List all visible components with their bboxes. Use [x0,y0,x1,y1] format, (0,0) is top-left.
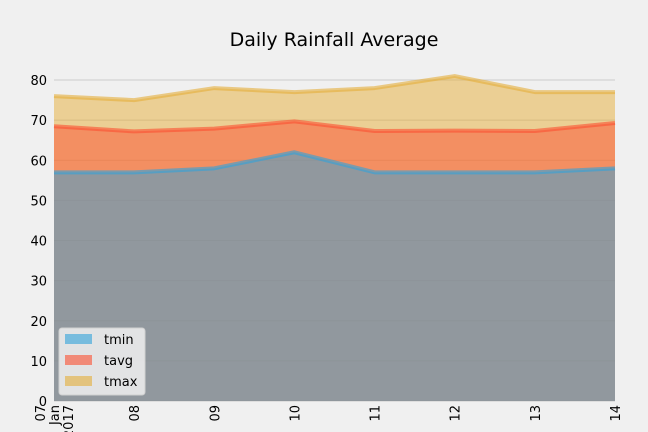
x-tick-label-line: 09 [208,405,223,422]
x-tick-label-13: 13 [529,405,544,422]
y-tick-label-0: 0 [39,395,47,410]
y-tick-label-10: 10 [30,355,47,370]
legend-swatch-tmax [65,376,92,386]
x-tick-label-line: 10 [288,405,303,422]
legend-swatch-tmin [65,334,92,344]
x-tick-label-11: 11 [369,405,384,422]
x-axis-ticks: 07 Jan 2017 08 09 10 11 12 13 14 [34,405,624,432]
x-tick-label-09: 09 [208,405,223,422]
x-tick-label-line: Jan [48,405,63,426]
x-tick-label-10: 10 [288,405,303,422]
y-tick-label-50: 50 [30,194,47,209]
legend-label-tmin: tmin [104,333,134,348]
legend: tmin tavg tmax [58,327,146,396]
x-tick-label-line: 11 [369,405,384,422]
x-tick-label-line: 2017 [62,405,77,432]
line-tavg [53,119,616,134]
y-tick-label-70: 70 [30,114,47,129]
x-tick-label-line: 07 [34,405,49,422]
y-tick-label-40: 40 [30,235,47,250]
x-tick-label-line: 12 [449,405,464,422]
chart-title: Daily Rainfall Average [230,29,439,51]
x-tick-label-line: 08 [128,405,143,422]
y-tick-label-60: 60 [30,154,47,169]
x-tick-label-12: 12 [449,405,464,422]
x-tick-label-line: 14 [609,405,624,422]
x-tick-label-line: 13 [529,405,544,422]
y-tick-label-30: 30 [30,275,47,290]
x-tick-label-08: 08 [128,405,143,422]
area-series [54,76,615,401]
y-tick-label-20: 20 [30,315,47,330]
legend-swatch-tavg [65,355,92,365]
area-tmin [54,152,615,401]
series-lines [53,74,616,175]
legend-label-tmax: tmax [104,375,138,390]
x-tick-label-07-jan-2017: 07 Jan 2017 [34,405,77,432]
line-tmax [53,74,615,103]
x-tick-label-14: 14 [609,405,624,422]
y-axis-ticks: 0 10 20 30 40 50 60 70 80 [30,74,47,410]
legend-label-tavg: tavg [104,354,133,369]
y-tick-label-80: 80 [30,74,47,89]
line-tmin [54,150,616,175]
